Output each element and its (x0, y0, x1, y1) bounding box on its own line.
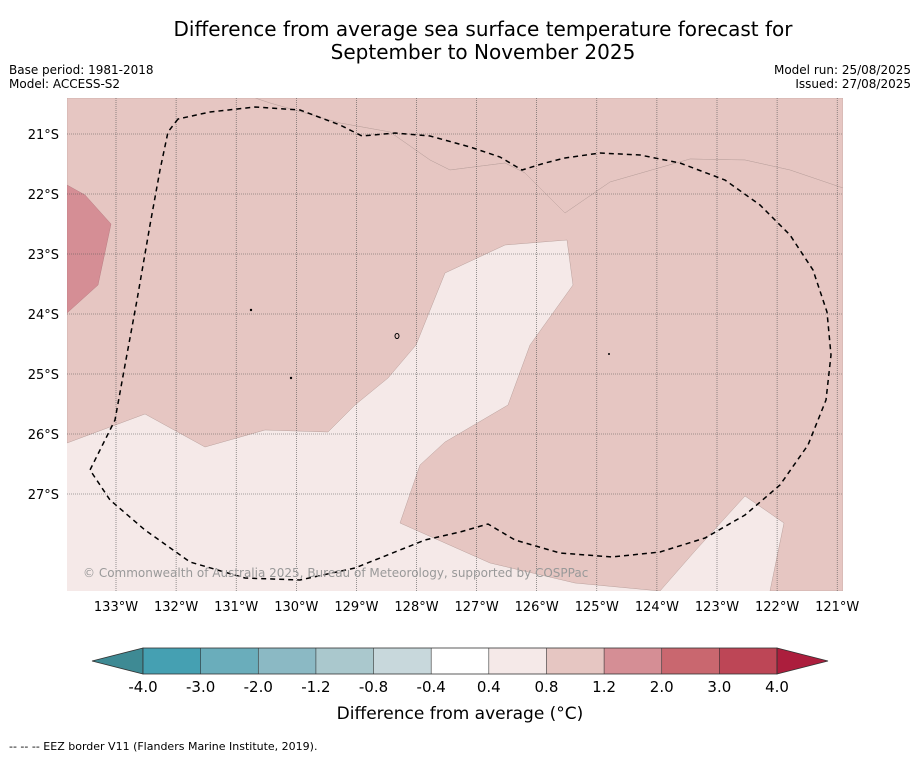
island (289, 376, 293, 380)
longitude-label: 126°W (515, 600, 559, 615)
latitude-label: 25°S (28, 368, 59, 383)
colorbar-segment (258, 648, 317, 674)
latitude-labels: 21°S 22°S 23°S 24°S 25°S 26°S 27°S (28, 128, 59, 503)
island (608, 353, 610, 355)
longitude-label: 127°W (455, 600, 499, 615)
island (394, 333, 400, 339)
anomaly-band-0-8-1-2-north (67, 98, 843, 591)
latitude-label: 27°S (28, 488, 59, 503)
colorbar-tick-label: 1.2 (592, 678, 616, 696)
colorbar-tick-label: -0.4 (417, 678, 446, 696)
colorbar-low-extend (91, 647, 144, 675)
island (249, 308, 253, 312)
anomaly-band-1-2-2-0 (67, 184, 112, 314)
longitude-label: 122°W (755, 600, 799, 615)
model-name: Model: ACCESS-S2 (9, 77, 121, 91)
colorbar-segment (661, 648, 720, 674)
colorbar-segment (546, 648, 605, 674)
colorbar-segment (143, 648, 201, 674)
colorbar-tick-label: -4.0 (128, 678, 157, 696)
meta-left: Base period: 1981-2018 Model: ACCESS-S2 (9, 63, 154, 91)
title-line-2: September to November 2025 (330, 40, 636, 64)
colorbar-segment (431, 648, 490, 674)
title-line-1: Difference from average sea surface temp… (173, 17, 793, 41)
colorbar-tick-label: -2.0 (244, 678, 273, 696)
model-run: Model run: 25/08/2025 (773, 63, 911, 77)
colorbar-tick-label: 3.0 (707, 678, 731, 696)
latitude-label: 23°S (28, 248, 59, 263)
longitude-label: 130°W (274, 600, 318, 615)
longitude-label: 128°W (394, 600, 438, 615)
colorbar-tick-label: 4.0 (765, 678, 789, 696)
longitude-label: 123°W (695, 600, 739, 615)
latitude-label: 24°S (28, 308, 59, 323)
latitude-label: 21°S (28, 128, 59, 143)
colorbar: -4.0 -3.0 -2.0 -1.2 -0.8 -0.4 0.4 0.8 1.2 2.0 3.0 4… (91, 647, 829, 696)
issued-date: Issued: 27/08/2025 (795, 77, 911, 91)
colorbar-high-extend (776, 647, 829, 675)
colorbar-tick-label: -0.8 (359, 678, 388, 696)
longitude-label: 129°W (334, 600, 378, 615)
colorbar-outline (142, 647, 778, 675)
longitude-label: 125°W (575, 600, 619, 615)
longitude-label: 132°W (154, 600, 198, 615)
islands (249, 308, 610, 380)
colorbar-tick-label: 0.8 (535, 678, 559, 696)
map-figure: 21°S22°S23°S24°S25°S26°S27°S 133°W 132°W 1… (28, 98, 860, 696)
copyright-notice: © Commonwealth of Australia 2025, Bureau… (83, 566, 588, 580)
colorbar-segment (373, 648, 432, 674)
latitude-label: 26°S (28, 428, 59, 443)
colorbar-tick-label: -1.2 (301, 678, 330, 696)
longitude-label: 124°W (635, 600, 679, 615)
longitude-label: 121°W (815, 600, 859, 615)
eez-footnote: -- -- -- EEZ border V11 (Flanders Marine… (9, 740, 318, 753)
base-period: Base period: 1981-2018 (9, 63, 154, 77)
eez-border (89, 106, 832, 581)
colorbar-segment (315, 648, 374, 674)
colorbar-tick-label: -3.0 (186, 678, 215, 696)
longitude-labels: 133°W 132°W 131°W 130°W 129°W 128°W 127°W 126°W… (94, 600, 860, 615)
longitude-label: 133°W (94, 600, 138, 615)
colorbar-tick-label: 0.4 (477, 678, 501, 696)
colorbar-segment (604, 648, 663, 674)
map-title: Difference from average sea surface temp… (0, 18, 919, 64)
map-plot-area (67, 98, 843, 591)
colorbar-segment (488, 648, 547, 674)
colorbar-segment (200, 648, 259, 674)
gridlines (67, 98, 843, 591)
latitude-label: 22°S (28, 188, 59, 203)
meta-right: Model run: 25/08/2025 Issued: 27/08/2025 (774, 63, 911, 91)
colorbar-tick-label: 2.0 (650, 678, 674, 696)
colorbar-label: Difference from average (°C) (336, 704, 584, 724)
longitude-label: 131°W (214, 600, 258, 615)
colorbar-segment (719, 648, 778, 674)
